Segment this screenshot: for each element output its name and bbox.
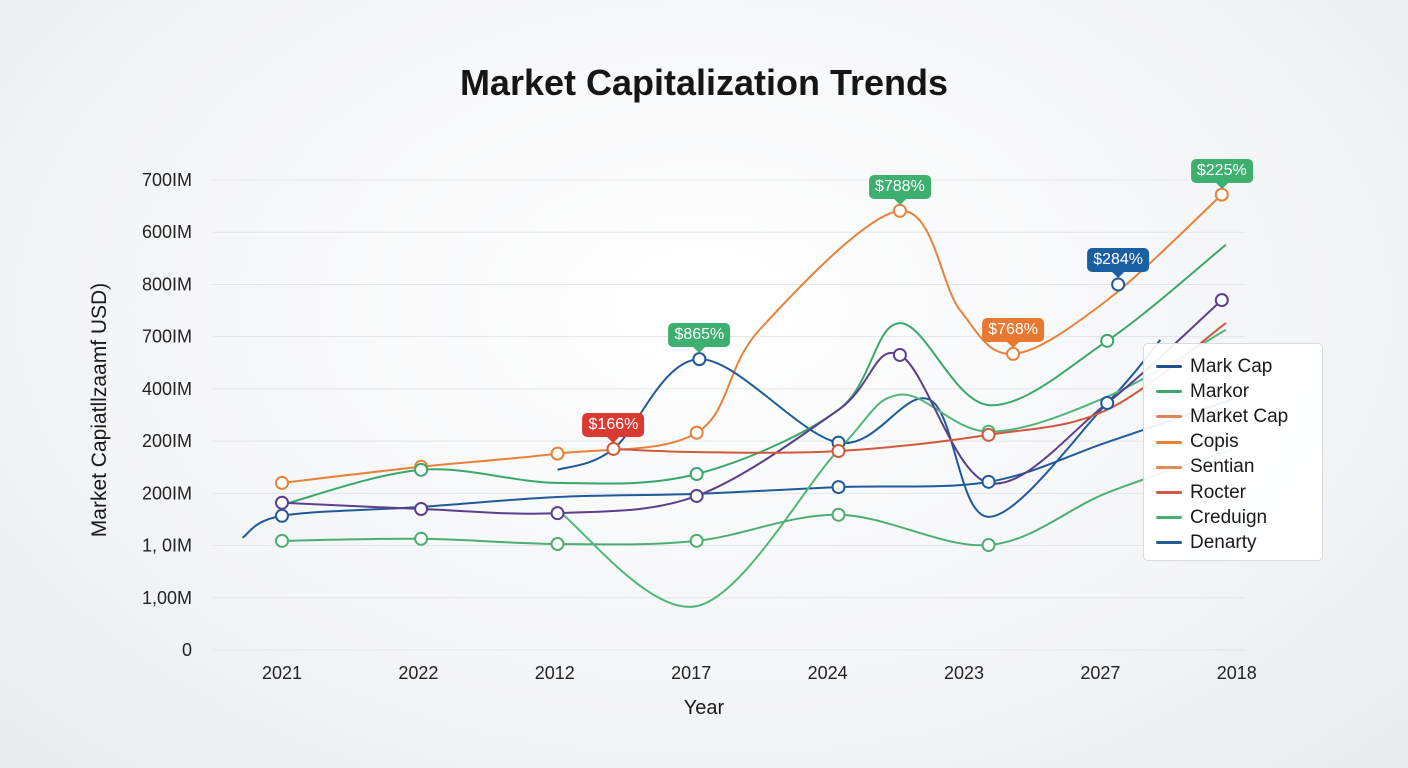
data-point: [275, 495, 289, 510]
legend-label: Rocter: [1190, 481, 1246, 503]
x-tick-label: 2027: [1080, 663, 1120, 683]
legend-item: Creduign: [1156, 505, 1322, 530]
y-tick-label: 800IM: [142, 274, 192, 294]
data-point: [1006, 346, 1021, 361]
legend-swatch: [1156, 465, 1182, 469]
data-point: [1214, 293, 1229, 308]
y-tick-label: 0: [182, 640, 192, 660]
legend-label: Market Cap: [1190, 405, 1289, 427]
data-point: [550, 536, 565, 551]
data-point: [831, 507, 846, 522]
x-tick-label: 2023: [944, 663, 984, 683]
series-line-0: [281, 193, 1223, 484]
series-line-6: [281, 299, 1223, 515]
legend-item: Market Cap: [1156, 404, 1322, 429]
legend-swatch: [1156, 440, 1182, 444]
data-point: [831, 480, 846, 495]
data-point: [414, 462, 429, 477]
data-point: [689, 467, 704, 482]
y-tick-label: 1,00M: [142, 588, 192, 608]
data-point: [1111, 277, 1126, 292]
data-point: [550, 506, 565, 521]
data-point: [550, 446, 565, 461]
legend-swatch: [1156, 491, 1182, 495]
annotation-label: $166%: [582, 412, 645, 443]
legend-swatch: [1156, 541, 1182, 545]
data-point: [689, 488, 704, 503]
legend-label: Creduign: [1190, 506, 1268, 528]
legend-label: Denarty: [1190, 531, 1257, 553]
legend-item: Sentian: [1156, 455, 1322, 480]
y-tick-label: 400IM: [142, 379, 192, 399]
data-point: [692, 352, 707, 367]
data-point: [689, 425, 704, 440]
legend-swatch: [1156, 415, 1182, 419]
data-point: [981, 427, 996, 442]
x-tick-label: 2021: [262, 663, 302, 683]
legend-label: Markor: [1190, 380, 1250, 402]
annotation-label: $865%: [668, 323, 731, 354]
y-tick-label: 700IM: [142, 327, 192, 347]
x-tick-label: 2022: [398, 663, 438, 683]
annotation-label: $788%: [868, 174, 931, 205]
series-line-3: [281, 449, 1232, 547]
legend-label: Mark Cap: [1190, 355, 1273, 377]
annotation-label: $225%: [1190, 158, 1253, 189]
legend-swatch: [1156, 390, 1182, 394]
data-point: [981, 474, 996, 489]
legend-item: Copis: [1156, 430, 1322, 455]
data-point: [275, 508, 289, 523]
y-tick-label: 1, 0IM: [142, 536, 192, 556]
y-tick-label: 200IM: [142, 431, 192, 451]
series-line-7: [613, 322, 1227, 454]
series-line-2: [557, 339, 1162, 518]
legend-item: Rocter: [1156, 480, 1322, 505]
x-axis-label: Year: [683, 697, 725, 719]
series-line-1: [241, 398, 1232, 539]
data-point: [275, 533, 289, 548]
data-point: [1100, 333, 1115, 348]
legend-swatch: [1156, 365, 1182, 369]
data-point: [1100, 395, 1115, 410]
data-point: [689, 533, 704, 548]
legend-item: Mark Cap: [1156, 354, 1322, 379]
chart-title: Market Capitalization Trends: [459, 62, 949, 103]
annotation-label: $768%: [982, 317, 1045, 348]
series-line-5: [556, 329, 1227, 608]
y-tick-label: 200IM: [142, 483, 192, 503]
data-point: [275, 475, 289, 490]
legend: Mark Cap Markor Market Cap Copis Sentian Roct…: [1143, 343, 1323, 561]
data-point: [414, 531, 429, 546]
x-tick-label: 2018: [1217, 663, 1257, 683]
y-tick-label: 600IM: [142, 222, 192, 242]
data-point: [606, 441, 621, 456]
data-point: [414, 502, 429, 516]
legend-label: Copis: [1190, 431, 1239, 453]
data-point: [981, 538, 996, 553]
x-tick-label: 2017: [671, 663, 711, 683]
data-point: [1214, 187, 1229, 202]
legend-label: Sentian: [1190, 456, 1255, 478]
legend-swatch: [1156, 516, 1182, 520]
annotation-label: $284%: [1087, 248, 1150, 279]
legend-item: Denarty: [1156, 530, 1322, 555]
data-point: [831, 444, 846, 459]
x-tick-label: 2012: [535, 663, 575, 683]
x-tick-label: 2024: [808, 663, 848, 683]
legend-item: Markor: [1156, 379, 1322, 404]
data-point: [892, 203, 907, 218]
y-tick-label: 700IM: [142, 170, 192, 190]
data-point: [892, 347, 907, 362]
